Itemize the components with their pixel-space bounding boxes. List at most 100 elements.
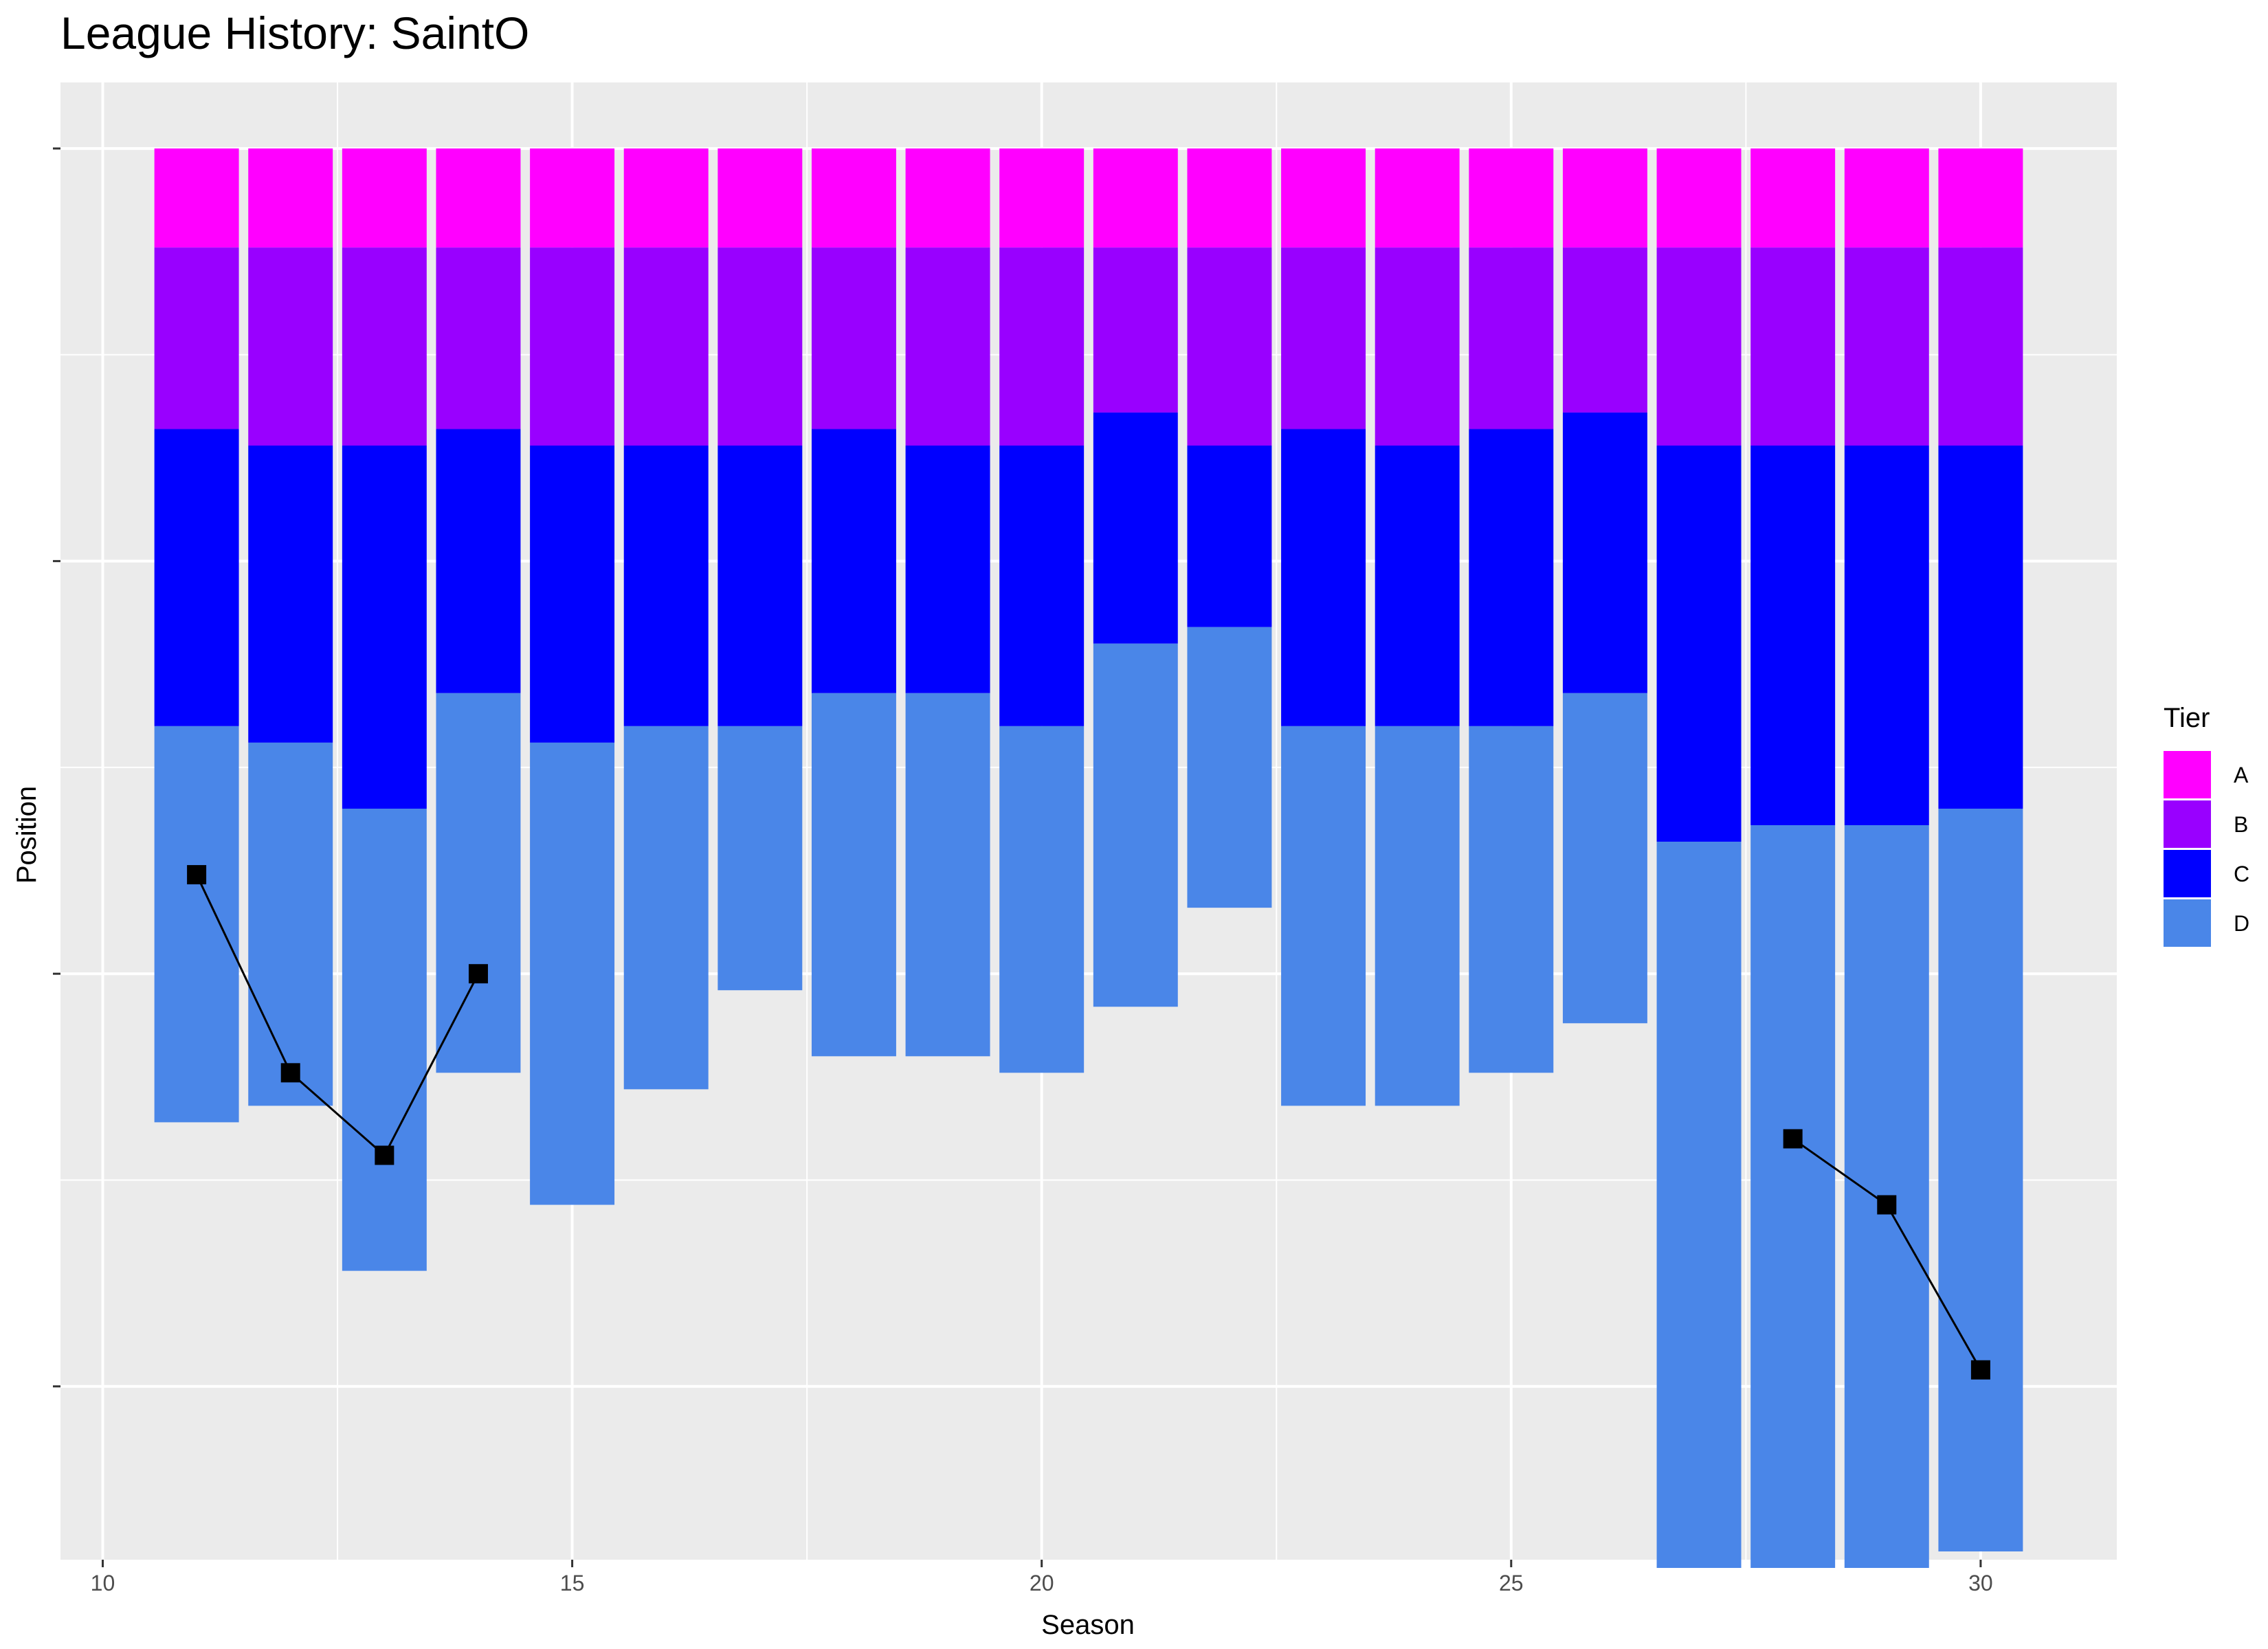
bar-tier-b-season-30 (1938, 247, 2023, 446)
position-point-season-29 (1877, 1195, 1897, 1215)
x-axis-title: Season (1041, 1610, 1135, 1640)
bar-tier-a-season-15 (530, 148, 615, 248)
bar-tier-c-season-20 (999, 445, 1085, 726)
bar-tier-c-season-12 (248, 445, 333, 743)
x-tick-label: 20 (1030, 1571, 1054, 1595)
bar-tier-d-season-23 (1281, 726, 1366, 1106)
bar-tier-a-season-29 (1844, 148, 1929, 248)
bar-tier-a-season-11 (154, 148, 239, 248)
bar-tier-d-season-28 (1750, 825, 1836, 1569)
bar-tier-a-season-19 (905, 148, 990, 248)
bar-tier-a-season-16 (623, 148, 709, 248)
bar-tier-b-season-27 (1656, 247, 1742, 446)
bar-tier-c-season-27 (1656, 445, 1742, 842)
bar-tier-b-season-20 (999, 247, 1085, 446)
bar-tier-c-season-25 (1469, 429, 1554, 726)
bar-tier-c-season-11 (154, 429, 239, 726)
bar-tier-a-season-14 (436, 148, 521, 248)
position-point-season-30 (1970, 1360, 1990, 1380)
bar-tier-c-season-19 (905, 445, 990, 693)
bar-tier-a-season-12 (248, 148, 333, 248)
bar-tier-b-season-25 (1469, 247, 1554, 429)
bar-tier-c-season-30 (1938, 445, 2023, 809)
bar-tier-b-season-13 (342, 247, 427, 446)
bar-tier-a-season-28 (1750, 148, 1836, 248)
bar-tier-b-season-12 (248, 247, 333, 446)
bar-tier-a-season-26 (1562, 148, 1647, 248)
bar-tier-d-season-24 (1375, 726, 1460, 1106)
bar-tier-d-season-14 (436, 693, 521, 1073)
bar-tier-d-season-13 (342, 808, 427, 1271)
legend: Tier A B C D (2164, 703, 2249, 947)
bar-tier-b-season-16 (623, 247, 709, 446)
bar-tier-c-season-14 (436, 429, 521, 693)
bar-tier-c-season-16 (623, 445, 709, 726)
bar-tier-d-season-27 (1656, 842, 1742, 1569)
bar-tier-a-season-18 (811, 148, 896, 248)
bar-tier-d-season-19 (905, 693, 990, 1057)
bar-tier-c-season-21 (1093, 412, 1178, 644)
position-point-season-28 (1783, 1129, 1803, 1149)
bar-tier-b-season-18 (811, 247, 896, 429)
bar-tier-a-season-30 (1938, 148, 2023, 248)
bar-tier-b-season-14 (436, 247, 521, 429)
bar-tier-d-season-18 (811, 693, 896, 1057)
bar-tier-b-season-15 (530, 247, 615, 446)
bar-tier-b-season-11 (154, 247, 239, 429)
position-points (187, 865, 1990, 1380)
bar-tier-b-season-29 (1844, 247, 1929, 446)
position-point-season-11 (187, 865, 207, 885)
bar-tier-d-season-15 (530, 742, 615, 1205)
position-point-season-12 (280, 1063, 300, 1083)
chart-title: League History: SaintO (60, 8, 530, 58)
bar-tier-d-season-17 (718, 726, 803, 991)
bar-tier-a-season-25 (1469, 148, 1554, 248)
x-tick-label: 25 (1499, 1571, 1524, 1595)
bar-tier-d-season-12 (248, 742, 333, 1106)
bar-tier-d-season-30 (1938, 808, 2023, 1551)
bar-tier-d-season-22 (1187, 627, 1272, 908)
legend-key-a (2164, 751, 2211, 798)
legend-title: Tier (2164, 703, 2210, 733)
bar-tier-c-season-15 (530, 445, 615, 743)
bar-tier-a-season-24 (1375, 148, 1460, 248)
bar-tier-d-season-21 (1093, 643, 1178, 1007)
bar-tier-a-season-13 (342, 148, 427, 248)
bar-tier-c-season-29 (1844, 445, 1929, 826)
axes: 10 15 20 25 30 (53, 147, 1993, 1595)
bar-tier-c-season-24 (1375, 445, 1460, 726)
legend-key-c (2164, 850, 2211, 897)
bar-tier-d-season-20 (999, 726, 1085, 1073)
bar-tier-b-season-21 (1093, 247, 1178, 413)
bar-tier-c-season-23 (1281, 429, 1366, 726)
position-point-season-13 (375, 1145, 394, 1165)
legend-label-c: C (2234, 862, 2249, 886)
bar-tier-b-season-22 (1187, 247, 1272, 446)
bar-tier-a-season-23 (1281, 148, 1366, 248)
bar-tier-c-season-18 (811, 429, 896, 693)
bar-tier-d-season-26 (1562, 693, 1647, 1024)
bar-tier-c-season-13 (342, 445, 427, 809)
bar-tier-c-season-26 (1562, 412, 1647, 693)
tier-bars (154, 148, 2023, 1569)
legend-key-b (2164, 800, 2211, 848)
y-axis-title: Position (12, 786, 42, 884)
legend-label-a: A (2234, 763, 2249, 787)
position-point-season-14 (468, 964, 488, 984)
legend-label-d: D (2234, 911, 2249, 936)
bar-tier-a-season-21 (1093, 148, 1178, 248)
bar-tier-b-season-28 (1750, 247, 1836, 446)
bar-tier-d-season-25 (1469, 726, 1554, 1073)
bar-tier-c-season-17 (718, 445, 803, 726)
position-line-segment (195, 874, 480, 1157)
x-tick-label: 10 (91, 1571, 115, 1595)
x-tick-label: 15 (560, 1571, 585, 1595)
bar-tier-c-season-28 (1750, 445, 1836, 826)
bar-tier-a-season-22 (1187, 148, 1272, 248)
bar-tier-b-season-23 (1281, 247, 1366, 429)
bar-tier-c-season-22 (1187, 445, 1272, 627)
bar-tier-b-season-17 (718, 247, 803, 446)
x-tick-label: 30 (1968, 1571, 1993, 1595)
legend-key-d (2164, 899, 2211, 947)
